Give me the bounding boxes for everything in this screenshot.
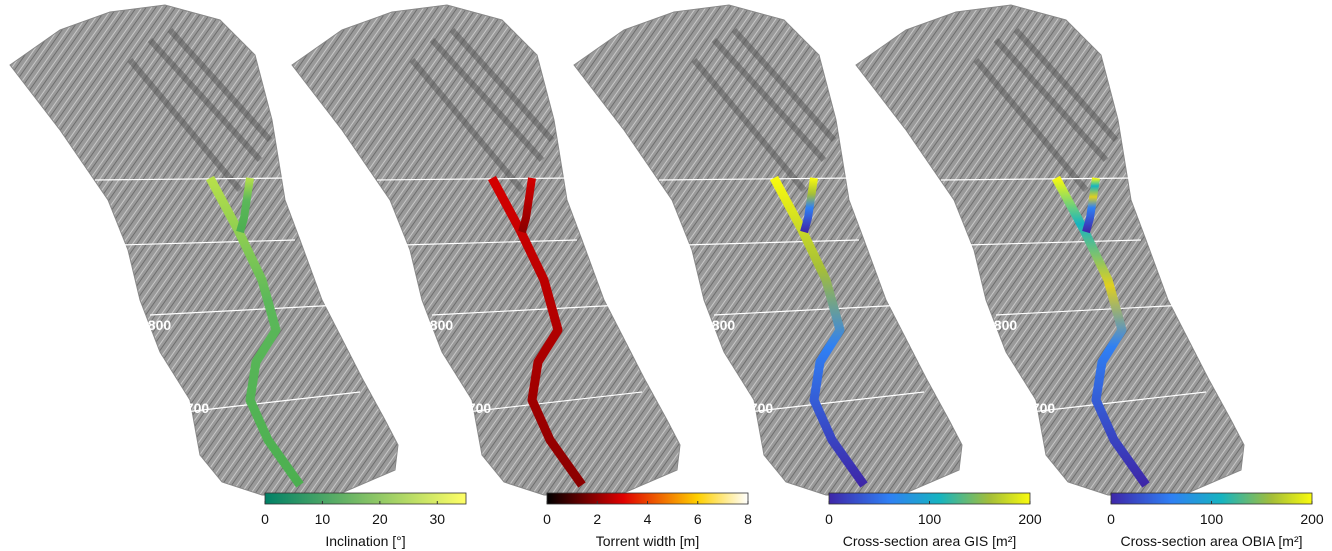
- colorbar-tick-label: 200: [1018, 511, 1042, 527]
- contour-label: 1700: [460, 400, 491, 416]
- contour-label: 2000: [626, 173, 657, 189]
- contour-label: 1800: [704, 317, 735, 333]
- colorbar-tick-label: 6: [694, 511, 702, 527]
- colorbar-tick-label: 0: [543, 511, 551, 527]
- contour-label: 2000: [908, 173, 939, 189]
- colorbar-tick-label: 10: [315, 511, 331, 527]
- colorbar-label: Inclination [°]: [325, 533, 405, 549]
- contour-label: 2000: [62, 173, 93, 189]
- contour-label: 1700: [1024, 400, 1055, 416]
- colorbar-label: Cross-section area GIS [m²]: [843, 533, 1017, 549]
- colorbar-tick-label: 0: [261, 511, 269, 527]
- colorbar-tick-label: 8: [744, 511, 752, 527]
- contour-label: 1800: [422, 317, 453, 333]
- contour-label: 1800: [140, 317, 171, 333]
- colorbar-label: Cross-section area OBIA [m²]: [1120, 533, 1302, 549]
- colorbar-tick-label: 200: [1300, 511, 1324, 527]
- contour-label: 2000: [344, 173, 375, 189]
- colorbar-tick-label: 0: [1107, 511, 1115, 527]
- colorbar-label: Torrent width [m]: [596, 533, 699, 549]
- contour-label: 1700: [178, 400, 209, 416]
- contour-label: 1800: [986, 317, 1017, 333]
- colorbar-tick-label: 20: [372, 511, 388, 527]
- contour-label: 1700: [742, 400, 773, 416]
- colorbar-tick-label: 2: [593, 511, 601, 527]
- colorbar-tick-label: 100: [918, 511, 942, 527]
- colorbar-tick-label: 0: [825, 511, 833, 527]
- colorbar-tick-label: 100: [1200, 511, 1224, 527]
- colorbar-tick-label: 4: [644, 511, 652, 527]
- figure: 2000180017000102030Inclination [°]200018…: [0, 0, 1332, 551]
- colorbar-tick-label: 30: [429, 511, 445, 527]
- colorbar: [265, 493, 466, 504]
